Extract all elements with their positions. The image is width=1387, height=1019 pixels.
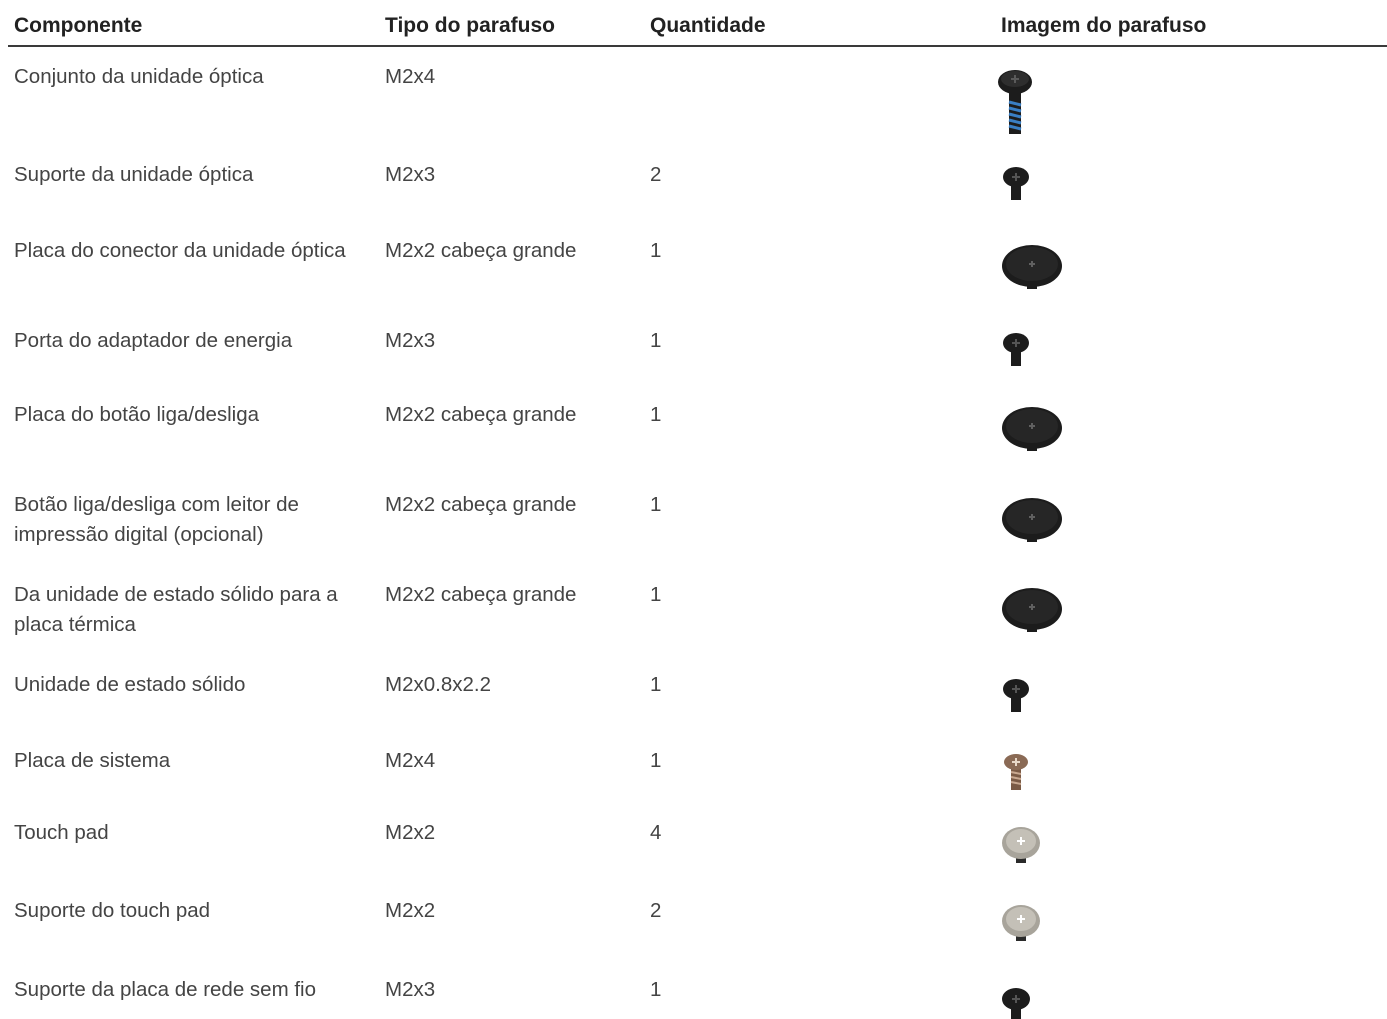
screw-type-cell: M2x3 xyxy=(385,329,436,352)
black-screw-icon xyxy=(1003,679,1029,712)
component-cell: Placa do conector da unidade óptica xyxy=(14,239,346,262)
black-large-head-screw-icon xyxy=(1002,588,1062,632)
black-screw-icon xyxy=(1003,333,1029,366)
table-header: Componente Tipo do parafuso Quantidade I… xyxy=(8,0,1387,47)
header-component: Componente xyxy=(14,14,143,37)
component-cell: Suporte do touch pad xyxy=(14,899,211,922)
black-screw-icon xyxy=(1003,167,1029,200)
screw-table: Componente Tipo do parafuso Quantidade I… xyxy=(8,0,1387,1019)
quantity-cell: 4 xyxy=(650,821,662,844)
black-large-head-screw-icon xyxy=(1002,498,1062,542)
quantity-cell: 1 xyxy=(650,493,662,516)
screw-type-cell: M2x2 cabeça grande xyxy=(385,239,577,262)
screw-type-cell: M2x4 xyxy=(385,65,436,88)
component-cell: Conjunto da unidade óptica xyxy=(14,65,264,88)
black-screw-blue-thread-icon xyxy=(998,70,1032,134)
header-screw-type: Tipo do parafuso xyxy=(385,14,555,37)
bronze-screw-icon xyxy=(1004,754,1028,790)
header-quantity: Quantidade xyxy=(650,14,766,37)
quantity-cell: 1 xyxy=(650,403,662,426)
black-large-head-screw-icon xyxy=(1002,245,1062,289)
component-cell: Unidade de estado sólido xyxy=(14,673,246,696)
screw-type-cell: M2x2 xyxy=(385,821,436,844)
component-cell: Suporte da unidade óptica xyxy=(14,163,254,186)
screw-type-cell: M2x4 xyxy=(385,749,436,772)
component-cell: Da unidade de estado sólido para a placa… xyxy=(14,583,338,636)
quantity-cell: 2 xyxy=(650,163,662,186)
component-cell: Placa do botão liga/desliga xyxy=(14,403,260,426)
component-cell: Porta do adaptador de energia xyxy=(14,329,293,352)
silver-screw-icon xyxy=(1002,905,1040,941)
quantity-cell: 1 xyxy=(650,673,662,696)
quantity-cell: 1 xyxy=(650,239,662,262)
quantity-cell: 1 xyxy=(650,749,662,772)
screw-type-cell: M2x2 cabeça grande xyxy=(385,403,577,426)
screw-type-cell: M2x2 cabeça grande xyxy=(385,493,577,516)
component-cell: Botão liga/desliga com leitor de impress… xyxy=(14,493,299,546)
silver-screw-icon xyxy=(1002,827,1040,863)
black-large-head-screw-icon xyxy=(1002,407,1062,451)
component-cell: Touch pad xyxy=(14,821,109,844)
quantity-cell: 2 xyxy=(650,899,662,922)
screw-type-cell: M2x2 xyxy=(385,899,436,922)
header-screw-image: Imagem do parafuso xyxy=(1001,14,1207,37)
screw-type-cell: M2x0.8x2.2 xyxy=(385,673,491,696)
component-cell: Placa de sistema xyxy=(14,749,171,772)
screw-type-cell: M2x3 xyxy=(385,978,436,1001)
quantity-cell: 1 xyxy=(650,583,662,606)
screw-type-cell: M2x2 cabeça grande xyxy=(385,583,577,606)
quantity-cell: 1 xyxy=(650,329,662,352)
quantity-cell: 1 xyxy=(650,978,662,1001)
black-screw-icon xyxy=(1002,988,1030,1019)
component-cell: Suporte da placa de rede sem fio xyxy=(14,978,316,1001)
screw-type-cell: M2x3 xyxy=(385,163,436,186)
